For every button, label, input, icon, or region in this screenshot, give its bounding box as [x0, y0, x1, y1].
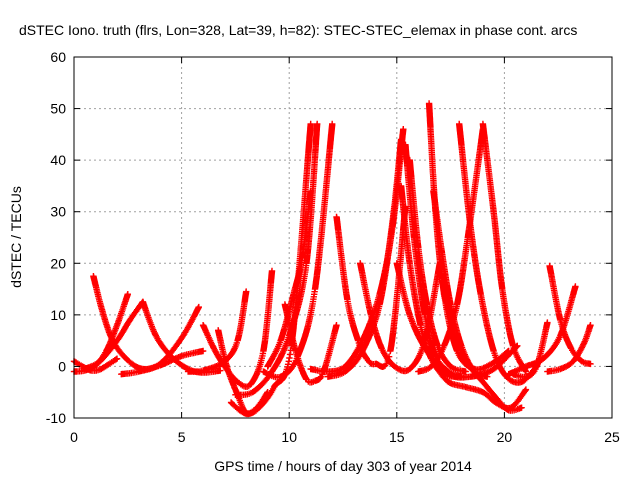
- x-tick-label: 5: [178, 429, 186, 445]
- data-arc-arc-11: [184, 288, 250, 375]
- y-axis-label: dSTEC / TECUs: [8, 186, 24, 288]
- y-tick-label: 50: [50, 101, 66, 117]
- y-tick-label: 10: [50, 307, 66, 323]
- data-arc-arc-04: [81, 298, 147, 373]
- data-arc-arc-17: [324, 136, 405, 380]
- x-tick-label: 10: [281, 429, 297, 445]
- data-arc-arc-21: [406, 156, 469, 375]
- x-axis-label: GPS time / hours of day 303 of year 2014: [214, 458, 472, 474]
- plot-frame: [73, 56, 613, 419]
- axis-ticks: [73, 56, 613, 419]
- data-arc-arc-26: [456, 120, 540, 386]
- data-arc-arc-15: [333, 203, 409, 370]
- data-arc-arc-14: [264, 187, 314, 370]
- y-tick-label: 60: [50, 49, 66, 65]
- y-tick-label: -10: [46, 410, 66, 426]
- x-tick-label: 15: [389, 429, 405, 445]
- data-arc-arc-06: [118, 303, 202, 378]
- y-tick-label: 40: [50, 152, 66, 168]
- y-tick-label: 20: [50, 255, 66, 271]
- data-arc-arc-28: [432, 363, 530, 412]
- x-tick-label: 0: [70, 429, 78, 445]
- y-tick-label: 30: [50, 204, 66, 220]
- data-points: [70, 100, 594, 418]
- data-arc-arc-32: [546, 262, 594, 368]
- chart-title: dSTEC Iono. truth (flrs, Lon=328, Lat=39…: [19, 22, 577, 38]
- x-tick-label: 20: [497, 429, 513, 445]
- data-arc-arc-33: [544, 322, 594, 375]
- y-tick-label: 0: [58, 358, 66, 374]
- x-tick-label: 25: [604, 429, 620, 445]
- data-arc-arc-29: [479, 120, 530, 375]
- data-arc-arc-12: [260, 120, 336, 381]
